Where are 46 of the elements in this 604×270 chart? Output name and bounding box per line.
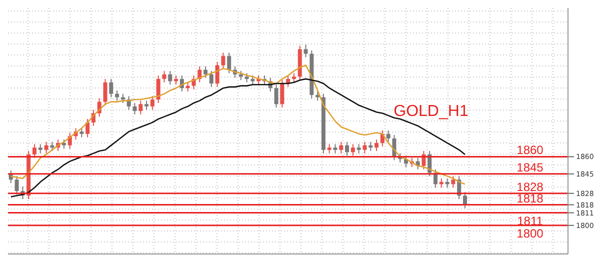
candlestick (103, 78, 108, 106)
candlestick (168, 70, 172, 86)
candlestick (32, 144, 36, 158)
ref-line-label: 1811 (517, 214, 544, 228)
ref-line-label: 1860 (516, 143, 544, 158)
annotation: GOLD_H1 (394, 103, 468, 120)
candlestick (132, 102, 137, 115)
candlestick (150, 96, 154, 110)
candlestick (356, 144, 361, 154)
candlestick (120, 93, 125, 104)
candlestick (333, 144, 338, 154)
candlestick (44, 141, 48, 154)
line-series (10, 78, 466, 198)
candlestick (244, 72, 249, 83)
ref-line-label: 1845 (516, 160, 544, 174)
candlestick (374, 139, 379, 152)
candlestick (62, 139, 66, 150)
candlestick (345, 141, 350, 156)
candlestick (451, 176, 456, 188)
candlestick (327, 144, 332, 154)
candlestick (162, 70, 166, 83)
ref-line-label: 1818 (516, 191, 544, 206)
candlestick (339, 141, 344, 154)
candlestick (209, 70, 214, 88)
candlestick (227, 52, 232, 74)
candlestick (86, 118, 90, 138)
candlestick (292, 72, 296, 83)
candlestick (156, 75, 160, 104)
ref-line-label: 1800 (516, 226, 544, 240)
candlestick (80, 128, 84, 138)
candlestick (144, 100, 149, 110)
candlestick (215, 61, 220, 88)
candlestick (350, 144, 355, 156)
candlestick (204, 66, 208, 78)
ref-line-label: 1828 (516, 180, 544, 194)
candlestick (280, 80, 284, 108)
candlestick (14, 176, 19, 195)
candlestick (386, 130, 390, 142)
candlestick (109, 78, 114, 98)
candlestick (221, 52, 226, 70)
candlestick (462, 192, 467, 209)
candlestick (38, 144, 42, 154)
candlestick (362, 141, 367, 154)
candlestick (138, 100, 143, 115)
candlestick (304, 44, 308, 58)
candlestick (274, 84, 278, 108)
